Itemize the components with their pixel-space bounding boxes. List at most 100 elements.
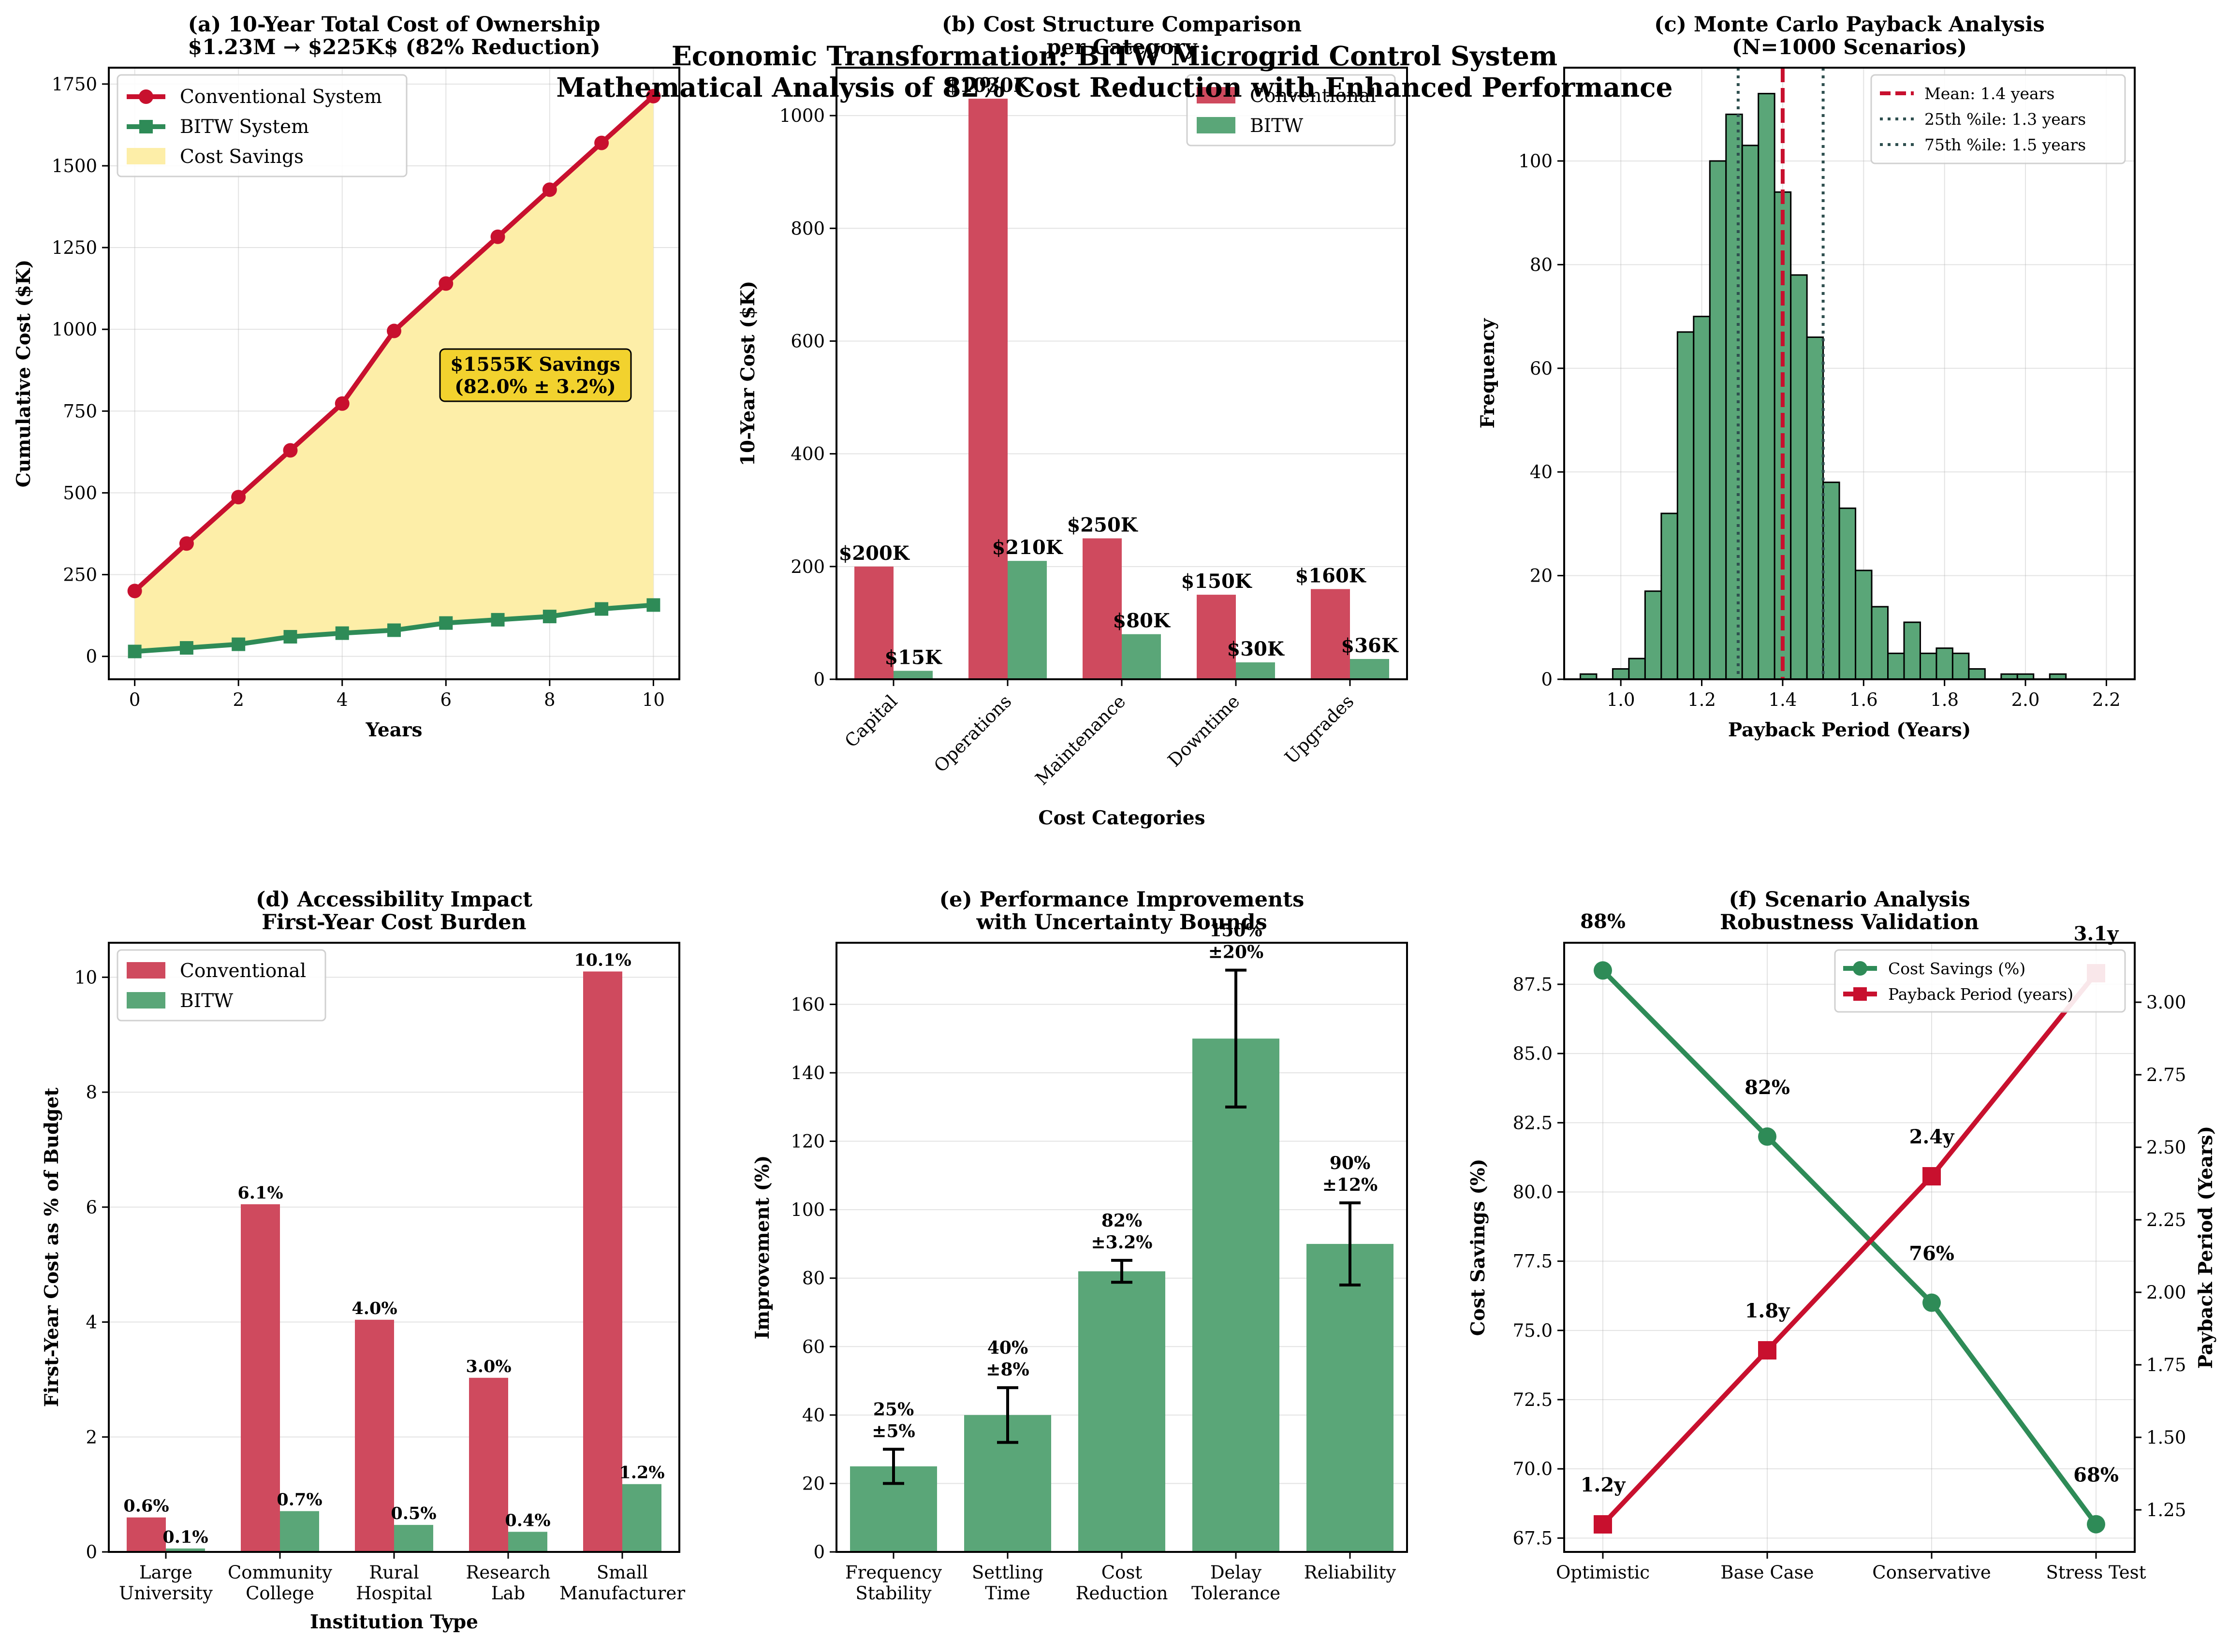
panel-d-bar-bitw [280,1511,319,1552]
panel-b-ytick-label: 800 [791,218,825,239]
panel-a-ytick-label: 250 [63,565,97,585]
panel-e-ytick-label: 20 [802,1473,825,1494]
panel-d-xtick-label-line1: Community [228,1562,332,1583]
panel-a-bitw-point [595,602,609,616]
panel-e-ytick-label: 120 [791,1131,825,1152]
panel-c-xtick-label: 2.2 [2092,689,2121,710]
panel-d-ytick-label: 8 [86,1082,97,1103]
panel-e-bar [1306,1243,1393,1552]
panel-c-legend-mean-label: Mean: 1.4 years [1924,84,2054,103]
panel-a-bitw-point [128,644,142,658]
panel-c-histogram-bar [1822,482,1840,680]
panel-f-savings-line [1601,968,2098,1526]
panel-b-ylabel: 10-Year Cost ($K) [737,281,759,466]
panel-e-data-label-value: 90% [1330,1153,1370,1173]
panel-b-title-line1: (b) Cost Structure Comparison [942,13,1302,37]
panel-d-ylabel: First-Year Cost as % of Budget [41,1088,63,1407]
panel-b-data-label: $200K [838,542,909,565]
panel-d-bar-conventional [469,1377,508,1552]
panel-a-xtick-label: 0 [129,689,141,710]
panel-f-savings-label: 68% [2073,1464,2119,1487]
panel-f-savings-point [1758,1127,1776,1146]
panel-f-ytick-label: 70.0 [1513,1459,1553,1479]
panel-a-bitw-point [646,598,660,612]
panel-f-y2tick-label: 3.00 [2146,992,2186,1013]
panel-a-annotation-line1: $1555K Savings [450,353,620,376]
panel-a-ytick-label: 1250 [52,237,97,258]
panel-f-title-line2: Robustness Validation [1720,910,1979,935]
panel-e-data-label-value: 40% [987,1338,1028,1358]
panel-f-savings-point [1922,1293,1941,1312]
panel-b-bar-bitw [894,671,933,679]
panel-f-payback-point [1758,1341,1776,1360]
panel-c-ytick-label: 100 [1518,151,1553,172]
panel-f-payback-label: 1.8y [1745,1300,1791,1322]
panel-c-xtick-label: 2.0 [2011,689,2040,710]
panel-a-conventional-point [542,182,557,197]
panel-a-title-line2: $1.23M → $225K$ (82% Reduction) [188,35,600,59]
panel-d-data-label: 3.0% [466,1357,511,1376]
panel-a-xtick-label: 10 [642,689,665,710]
panel-d-xtick-label-line1: Rural [369,1562,419,1583]
panel-e-title-line2: with Uncertainty Bounds [976,910,1267,935]
panel-a-conventional-point [231,490,246,505]
panel-e-data-label-value: 82% [1101,1211,1142,1231]
panel-c-xtick-label: 1.6 [1849,689,1878,710]
panel-e-xtick-label-line1: Reliability [1304,1562,1396,1583]
panel-d-xtick-label-line2: College [246,1583,314,1604]
panel-f-ytick-label: 82.5 [1513,1112,1553,1133]
panel-d-data-label: 0.5% [391,1504,436,1523]
panel-a-conventional-point [646,88,661,103]
panel-f-y2label: Payback Period (Years) [2195,1126,2217,1369]
panel-d-ytick-label: 6 [86,1197,97,1218]
panel-f-xtick-label: Base Case [1720,1562,1814,1583]
panel-a-conventional-point [179,536,194,551]
panel-d-data-label: 4.0% [352,1299,397,1318]
panel-e-xtick-label-line1: Frequency [845,1562,942,1583]
panel-e-ytick-label: 140 [791,1063,825,1083]
panel-d-legend-bitw-swatch [127,992,165,1009]
panel-b-bar-bitw [1236,662,1275,679]
panel-a-ytick-label: 750 [63,401,97,422]
panel-a-conventional-point [439,276,454,291]
panel-e-xtick-label-line2: Stability [855,1583,931,1604]
panel-e-bar [1192,1038,1279,1552]
panel-b-data-label: $36K [1341,634,1398,657]
panel-d-ytick-label: 4 [86,1312,97,1333]
panel-f-ytick-label: 87.5 [1513,974,1553,995]
panel-d-bar-bitw [166,1548,205,1552]
panel-a-bitw-point [491,613,505,627]
panel-e-ytick-label: 160 [791,994,825,1015]
panel-f-legend-payback-marker [1853,987,1867,1001]
panel-e-ytick-label: 0 [813,1542,825,1563]
panel-f-payback-label: 3.1y [2074,922,2120,945]
panel-f-legend-payback-label: Payback Period (years) [1888,985,2073,1004]
panel-c-ytick-label: 0 [1541,669,1553,690]
panel-a-legend-savings-swatch [127,148,165,164]
panel-c-histogram-bar [1855,570,1873,680]
panel-f-legend-savings-label: Cost Savings (%) [1888,959,2025,978]
panel-d-legend-conventional-label: Conventional [180,960,306,982]
panel-b-frame [836,67,1408,680]
panel-c-histogram-bar [1790,274,1808,680]
panel-a-conventional-point [283,443,298,458]
panel-a-xtick-label: 8 [544,689,556,710]
panel-c-ytick-label: 60 [1530,358,1553,379]
panel-a-legend-conventional-label: Conventional System [180,86,382,108]
panel-e-xtick-label-line1: Settling [972,1562,1043,1583]
panel-e-data-label-error: ±8% [986,1360,1029,1380]
panel-b-legend-conventional-swatch [1197,87,1235,103]
panel-a-bitw-point [283,630,297,644]
panel-c-histogram-bar [1838,507,1857,680]
panel-f-payback-point [1922,1167,1941,1185]
panel-f-xtick-label: Stress Test [2046,1562,2146,1583]
panel-b-data-label: $150K [1181,570,1252,593]
panel-a-conventional-point [127,584,142,599]
panel-b-bar-conventional [1311,589,1350,679]
panel-d-legend-bitw-label: BITW [180,990,233,1012]
panel-e-ytick-label: 60 [802,1336,825,1357]
panel-a-bitw-point [232,637,246,651]
panel-e-data-label-value: 25% [873,1400,914,1420]
panel-b-data-label: $15K [884,646,942,669]
